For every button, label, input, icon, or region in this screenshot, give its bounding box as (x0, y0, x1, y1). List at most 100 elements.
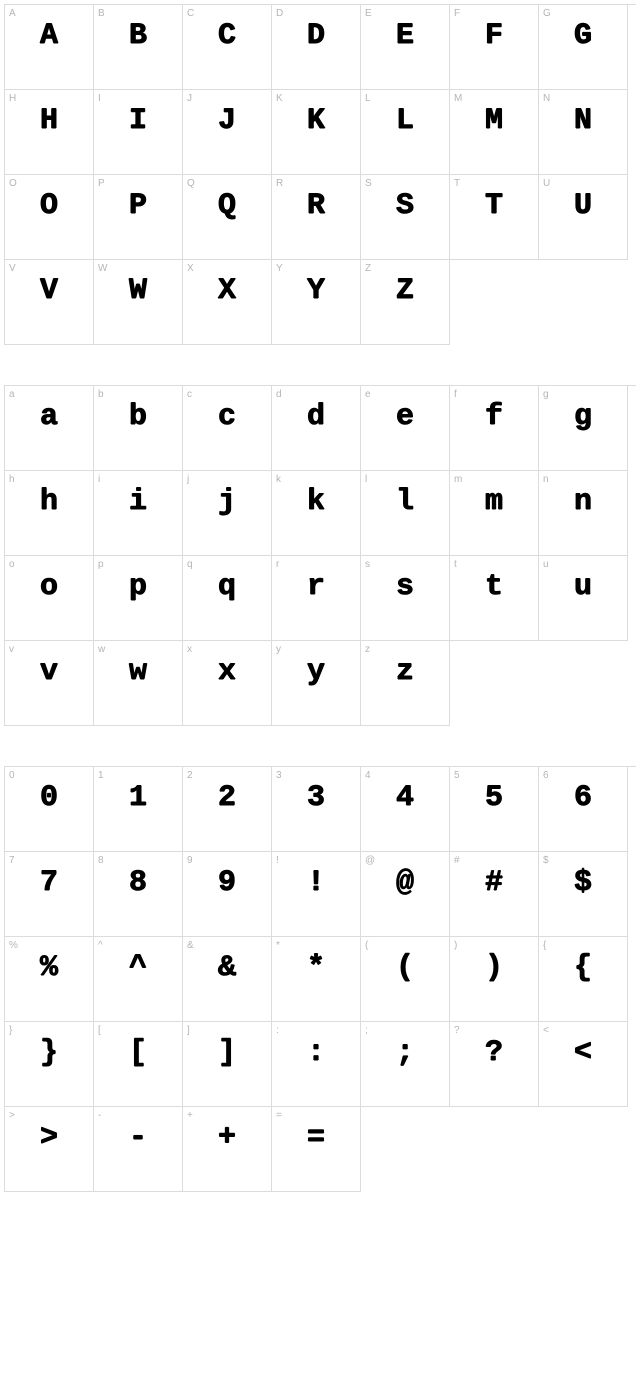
char-cell[interactable]: 00 (5, 767, 94, 852)
char-cell[interactable]: gg (539, 386, 628, 471)
char-cell[interactable]: ?? (450, 1022, 539, 1107)
char-cell[interactable]: 11 (94, 767, 183, 852)
char-cell[interactable]: rr (272, 556, 361, 641)
char-label: 0 (9, 770, 15, 781)
char-label: V (9, 263, 16, 274)
char-cell[interactable]: xx (183, 641, 272, 726)
char-cell[interactable]: [[ (94, 1022, 183, 1107)
char-label: W (98, 263, 107, 274)
char-label: O (9, 178, 17, 189)
char-cell[interactable]: hh (5, 471, 94, 556)
char-cell[interactable]: >> (5, 1107, 94, 1192)
char-cell[interactable]: OO (5, 175, 94, 260)
char-cell[interactable]: SS (361, 175, 450, 260)
char-cell[interactable]: ^^ (94, 937, 183, 1022)
char-cell[interactable]: $$ (539, 852, 628, 937)
char-cell[interactable]: KK (272, 90, 361, 175)
char-cell[interactable]: 44 (361, 767, 450, 852)
char-cell[interactable]: (( (361, 937, 450, 1022)
char-cell[interactable]: MM (450, 90, 539, 175)
char-cell[interactable]: AA (5, 5, 94, 90)
char-cell[interactable]: QQ (183, 175, 272, 260)
char-cell[interactable]: ## (450, 852, 539, 937)
char-cell[interactable]: aa (5, 386, 94, 471)
char-cell[interactable]: -- (94, 1107, 183, 1192)
char-cell[interactable]: BB (94, 5, 183, 90)
char-glyph: 0 (5, 781, 93, 815)
char-cell[interactable]: }} (5, 1022, 94, 1107)
char-cell[interactable]: YY (272, 260, 361, 345)
char-cell[interactable]: JJ (183, 90, 272, 175)
char-cell[interactable]: PP (94, 175, 183, 260)
char-cell[interactable]: ZZ (361, 260, 450, 345)
char-cell[interactable]: cc (183, 386, 272, 471)
char-cell[interactable]: nn (539, 471, 628, 556)
char-cell[interactable]: yy (272, 641, 361, 726)
char-cell[interactable]: DD (272, 5, 361, 90)
char-cell[interactable]: 66 (539, 767, 628, 852)
char-glyph: : (272, 1036, 360, 1070)
char-cell[interactable]: pp (94, 556, 183, 641)
char-label: y (276, 644, 281, 655)
char-cell[interactable]: zz (361, 641, 450, 726)
char-grid: AABBCCDDEEFFGG HHIIJJKKLLMMNN OOPPQQRRSSTT… (4, 4, 636, 345)
char-glyph: @ (361, 866, 449, 900)
char-cell[interactable]: ** (272, 937, 361, 1022)
char-cell[interactable]: CC (183, 5, 272, 90)
char-cell[interactable]: HH (5, 90, 94, 175)
char-label: H (9, 93, 16, 104)
char-cell[interactable]: tt (450, 556, 539, 641)
char-cell[interactable]: NN (539, 90, 628, 175)
char-cell[interactable]: @@ (361, 852, 450, 937)
char-cell[interactable]: oo (5, 556, 94, 641)
char-cell[interactable]: ee (361, 386, 450, 471)
char-cell[interactable]: 22 (183, 767, 272, 852)
char-cell[interactable]: ++ (183, 1107, 272, 1192)
char-cell[interactable]: RR (272, 175, 361, 260)
char-cell[interactable]: && (183, 937, 272, 1022)
char-cell[interactable]: == (272, 1107, 361, 1192)
char-cell[interactable]: )) (450, 937, 539, 1022)
char-cell[interactable]: ss (361, 556, 450, 641)
char-cell[interactable]: 99 (183, 852, 272, 937)
char-glyph: ( (361, 951, 449, 985)
char-cell[interactable]: II (94, 90, 183, 175)
char-cell[interactable]: ii (94, 471, 183, 556)
char-cell[interactable]: qq (183, 556, 272, 641)
char-cell[interactable]: {{ (539, 937, 628, 1022)
char-cell[interactable]: UU (539, 175, 628, 260)
char-cell[interactable]: ;; (361, 1022, 450, 1107)
char-cell[interactable]: ww (94, 641, 183, 726)
char-cell[interactable]: LL (361, 90, 450, 175)
char-cell[interactable]: 77 (5, 852, 94, 937)
char-cell[interactable]: TT (450, 175, 539, 260)
char-cell[interactable]: dd (272, 386, 361, 471)
char-cell[interactable]: kk (272, 471, 361, 556)
char-label: m (454, 474, 462, 485)
char-cell[interactable]: mm (450, 471, 539, 556)
char-cell[interactable]: WW (94, 260, 183, 345)
char-glyph: v (5, 655, 93, 689)
char-cell[interactable]: ll (361, 471, 450, 556)
char-cell[interactable]: uu (539, 556, 628, 641)
char-cell[interactable]: FF (450, 5, 539, 90)
char-cell[interactable]: XX (183, 260, 272, 345)
char-cell[interactable]: VV (5, 260, 94, 345)
char-cell[interactable]: 55 (450, 767, 539, 852)
char-glyph: G (539, 19, 627, 53)
char-cell[interactable]: vv (5, 641, 94, 726)
char-cell[interactable]: EE (361, 5, 450, 90)
char-cell[interactable]: :: (272, 1022, 361, 1107)
char-cell[interactable]: ff (450, 386, 539, 471)
char-cell[interactable]: !! (272, 852, 361, 937)
char-cell[interactable]: bb (94, 386, 183, 471)
char-cell[interactable]: GG (539, 5, 628, 90)
char-glyph: { (539, 951, 627, 985)
char-cell[interactable]: jj (183, 471, 272, 556)
char-glyph: 1 (94, 781, 182, 815)
char-cell[interactable]: 88 (94, 852, 183, 937)
char-cell[interactable]: %% (5, 937, 94, 1022)
char-cell[interactable]: << (539, 1022, 628, 1107)
char-cell[interactable]: ]] (183, 1022, 272, 1107)
char-cell[interactable]: 33 (272, 767, 361, 852)
